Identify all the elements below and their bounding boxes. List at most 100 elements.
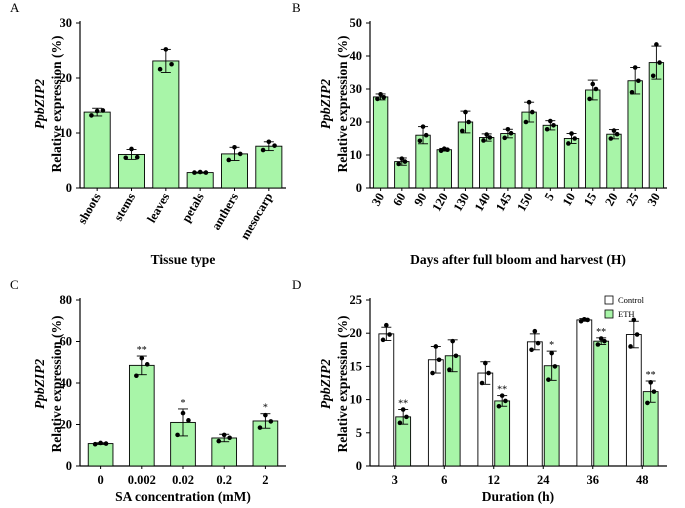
data-point [420, 124, 426, 129]
bar [627, 80, 643, 189]
data-point [593, 86, 599, 92]
significance-label: * [263, 403, 268, 414]
x-tick-label: 130 [451, 191, 472, 214]
bar [83, 111, 111, 189]
y-tick-label: 20 [350, 115, 363, 129]
x-tick-label: 150 [514, 191, 535, 214]
y-axis-gene-name: PpbZIP2 [318, 359, 333, 409]
panel-letter: D [292, 277, 301, 292]
y-axis-label-text: Relative expression (%) [49, 36, 64, 173]
data-point [268, 419, 274, 424]
significance-label: ** [596, 327, 606, 338]
data-point [648, 380, 653, 385]
bar [372, 96, 389, 189]
data-point [94, 108, 100, 114]
x-tick-label: mesocarp [238, 190, 276, 242]
data-point [548, 118, 553, 124]
y-tick-label: 40 [60, 376, 73, 390]
data-point [404, 414, 409, 420]
y-tick-label: 40 [350, 49, 363, 63]
data-point [450, 338, 455, 344]
y-tick-label: 50 [350, 16, 363, 30]
data-point [203, 170, 209, 175]
panel-letter: A [10, 0, 20, 15]
x-tick-label: 0.002 [128, 473, 156, 487]
data-point [614, 131, 620, 137]
data-point [226, 157, 232, 163]
bar-eth [494, 400, 511, 467]
data-point [535, 340, 541, 346]
data-point [602, 338, 607, 344]
x-axis-label: Tissue type [151, 252, 216, 267]
data-point [186, 418, 191, 423]
x-tick-label: 25 [623, 191, 641, 209]
x-tick-label: 15 [581, 191, 599, 209]
bar-control [477, 372, 494, 467]
x-axis-label: Days after full bloom and harvest (H) [410, 252, 626, 267]
data-point [423, 132, 429, 138]
data-point [139, 355, 145, 361]
y-tick-label: 20 [60, 418, 73, 432]
data-point [459, 128, 465, 134]
data-point [529, 109, 535, 115]
chart-panel-a: A PpbZIP2 Relative expression (%)0 10 20 30 sh… [10, 0, 286, 267]
data-point [657, 60, 662, 65]
bar [87, 443, 114, 467]
data-point [499, 393, 505, 398]
data-point [629, 90, 635, 95]
x-tick-label: 10 [560, 191, 578, 209]
data-point [263, 412, 268, 418]
bar [521, 111, 537, 189]
bar-control [625, 334, 642, 467]
y-tick-label: 0 [66, 181, 72, 195]
y-axis-gene-name: PpbZIP2 [318, 79, 333, 129]
data-point [430, 370, 435, 376]
data-point [587, 96, 592, 102]
significance-label: ** [497, 385, 507, 396]
y-tick-label: 80 [60, 293, 73, 307]
data-point [260, 147, 266, 153]
significance-label: * [181, 398, 186, 409]
y-tick-label: 20 [350, 326, 363, 340]
data-point [544, 126, 550, 132]
y-tick-label: 10 [350, 393, 363, 407]
data-point [590, 81, 596, 87]
y-axis-label: PpbZIP2 Relative expression (%) [32, 36, 64, 173]
data-point [417, 138, 423, 144]
data-point [192, 170, 197, 175]
data-point [551, 123, 556, 128]
data-point [479, 380, 485, 386]
x-tick-label: leaves [144, 190, 172, 225]
data-point [216, 438, 222, 444]
legend-swatch [604, 309, 614, 319]
y-tick-label: 0 [356, 181, 362, 195]
data-point [123, 155, 129, 161]
data-point [257, 425, 263, 430]
data-point [634, 332, 640, 337]
x-tick-label: 140 [472, 191, 493, 214]
data-point [180, 410, 186, 416]
bar [500, 133, 516, 189]
y-axis-label: PpbZIP2 Relative expression (%) [318, 316, 350, 453]
data-point [654, 42, 659, 47]
data-point [628, 344, 633, 349]
x-tick-label: shoots [75, 190, 104, 226]
data-point [523, 119, 529, 125]
bar-control [427, 359, 444, 467]
data-point [572, 136, 578, 141]
x-tick-label: 6 [441, 473, 447, 487]
bar [585, 89, 601, 189]
bar [479, 137, 495, 189]
data-point [566, 141, 571, 146]
y-tick-label: 25 [350, 293, 363, 307]
bar [648, 62, 665, 189]
chart-panel-b: B PpbZIP2 Relative expression (%) 0 10 20 30 40… [292, 0, 667, 267]
bar [128, 364, 155, 467]
y-tick-label: 10 [60, 126, 73, 140]
legend-swatch [604, 295, 614, 305]
data-point [436, 357, 442, 363]
data-point [134, 373, 139, 379]
bar-eth [444, 355, 461, 467]
y-tick-label: 60 [60, 335, 73, 349]
